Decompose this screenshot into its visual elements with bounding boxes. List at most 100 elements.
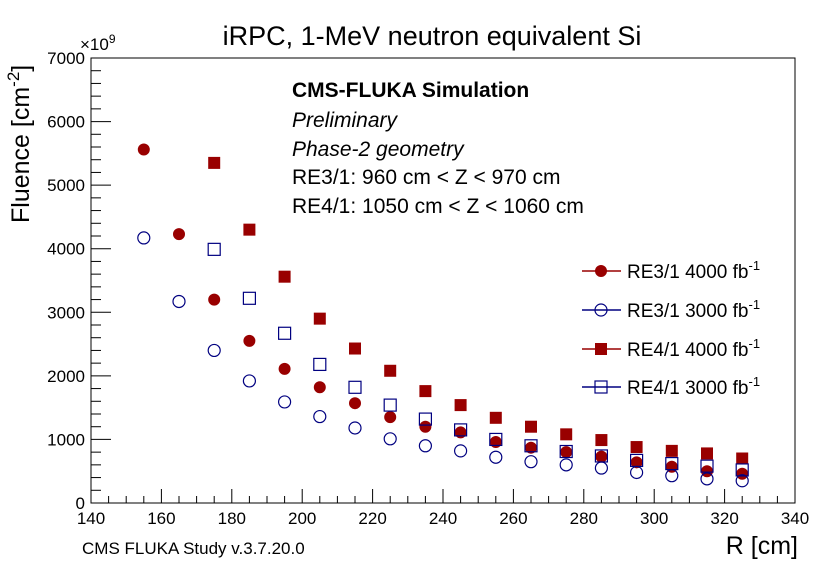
data-point-series-3 bbox=[313, 312, 326, 325]
data-point-series-3 bbox=[454, 399, 467, 412]
data-point-series-3 bbox=[349, 342, 361, 355]
data-point-series-4 bbox=[665, 456, 679, 471]
y-tick-label: 0 bbox=[76, 494, 85, 513]
data-point-series-2 bbox=[348, 421, 362, 435]
data-point-series-2 bbox=[735, 474, 749, 488]
legend-label-text: RE3/1 3000 fb bbox=[627, 301, 748, 322]
legend-label-text: RE3/1 4000 fb bbox=[627, 262, 748, 283]
legend-label: RE4/1 3000 fb-1 bbox=[627, 374, 760, 399]
annotation-prelim: Preliminary bbox=[292, 109, 399, 132]
data-point-series-1 bbox=[208, 293, 221, 306]
data-point-series-1 bbox=[419, 420, 432, 433]
x-tick-label: 160 bbox=[147, 509, 175, 528]
y-tick-label: 3000 bbox=[47, 303, 85, 322]
x-tick-label: 220 bbox=[358, 509, 386, 528]
data-point-series-1 bbox=[701, 465, 713, 478]
y-multiplier: ×109 bbox=[80, 32, 116, 54]
data-point-series-3 bbox=[419, 385, 432, 398]
data-point-series-4 bbox=[454, 423, 468, 437]
annotation-re4: RE4/1: 1050 cm < Z < 1060 cm bbox=[292, 195, 584, 218]
data-point-series-2 bbox=[207, 343, 221, 358]
data-point-series-3 bbox=[595, 434, 608, 447]
data-point-series-4 bbox=[242, 291, 256, 305]
data-point-series-3 bbox=[630, 441, 643, 454]
data-point-series-1 bbox=[560, 446, 573, 459]
data-point-series-4 bbox=[278, 326, 292, 340]
legend-label-sup: -1 bbox=[748, 297, 760, 312]
data-point-series-3 bbox=[560, 428, 573, 441]
x-tick-label: 140 bbox=[77, 509, 105, 528]
data-point-series-4 bbox=[700, 459, 714, 473]
chart-title: iRPC, 1-MeV neutron equivalent Si bbox=[223, 21, 642, 51]
data-point-series-2 bbox=[559, 458, 573, 472]
y-tick-label: 6000 bbox=[47, 113, 85, 132]
data-point-series-3 bbox=[208, 156, 221, 169]
data-point-series-2 bbox=[454, 444, 468, 458]
data-point-series-4 bbox=[559, 444, 573, 459]
data-point-series-3 bbox=[243, 223, 256, 236]
y-axis-label-main: Fluence [cm bbox=[7, 87, 35, 223]
annotation-re3: RE3/1: 960 cm < Z < 970 cm bbox=[292, 166, 560, 189]
data-point-series-2 bbox=[172, 294, 186, 309]
y-axis-label-sup: -2 bbox=[4, 72, 23, 87]
y-tick-label: 1000 bbox=[47, 430, 85, 449]
legend-label: RE4/1 4000 fb-1 bbox=[627, 336, 760, 361]
data-point-series-3 bbox=[384, 364, 397, 377]
legend-label-text: RE4/1 4000 fb bbox=[627, 340, 748, 361]
data-point-series-1 bbox=[384, 411, 397, 424]
data-point-series-2 bbox=[313, 409, 327, 424]
data-point-series-4 bbox=[313, 357, 327, 372]
annotation-sim: CMS-FLUKA Simulation bbox=[292, 79, 529, 102]
data-point-series-2 bbox=[137, 231, 151, 245]
x-axis-label: R [cm] bbox=[726, 532, 798, 560]
legend-label: RE3/1 4000 fb-1 bbox=[627, 258, 760, 283]
y-tick-label: 2000 bbox=[47, 367, 85, 386]
data-point-series-2 bbox=[700, 472, 714, 486]
x-tick-label: 340 bbox=[781, 509, 809, 528]
data-point-series-1 bbox=[313, 381, 326, 394]
y-axis-label: Fluence [cm-2] bbox=[4, 65, 35, 223]
data-point-series-4 bbox=[207, 242, 221, 256]
data-point-series-1 bbox=[243, 334, 256, 347]
data-point-series-2 bbox=[418, 439, 432, 453]
legend-label: RE3/1 3000 fb-1 bbox=[627, 297, 760, 322]
data-point-series-3 bbox=[278, 270, 291, 283]
data-point-series-3 bbox=[489, 411, 502, 424]
data-point-series-3 bbox=[701, 447, 713, 460]
data-point-series-1 bbox=[137, 143, 150, 156]
legend-marker bbox=[594, 303, 608, 317]
x-tick-label: 320 bbox=[710, 509, 738, 528]
y-multiplier-base: ×10 bbox=[80, 35, 109, 54]
data-point-series-2 bbox=[489, 450, 503, 464]
data-point-series-4 bbox=[418, 412, 432, 426]
x-tick-label: 280 bbox=[570, 509, 598, 528]
legend-marker bbox=[595, 343, 607, 355]
data-point-series-4 bbox=[524, 439, 538, 453]
tick-labels: 140 160 180 200 220 240 260 280 300 320 340 0 1000 20… bbox=[47, 49, 809, 528]
data-point-series-1 bbox=[595, 450, 608, 463]
y-axis-label-close: ] bbox=[7, 65, 35, 72]
data-point-series-1 bbox=[349, 397, 361, 410]
legend-label-sup: -1 bbox=[748, 258, 760, 273]
legend-label-sup: -1 bbox=[748, 374, 760, 389]
footer-note: CMS FLUKA Study v.3.7.20.0 bbox=[82, 539, 305, 558]
data-point-series-4 bbox=[594, 449, 609, 463]
legend-marker bbox=[594, 380, 608, 394]
data-point-series-3 bbox=[665, 444, 678, 457]
data-point-series-1 bbox=[736, 467, 749, 480]
x-tick-label: 260 bbox=[499, 509, 527, 528]
data-point-series-4 bbox=[383, 398, 397, 412]
y-tick-label: 7000 bbox=[47, 49, 85, 68]
data-point-series-2 bbox=[594, 461, 609, 475]
x-tick-label: 180 bbox=[218, 509, 246, 528]
x-tick-label: 300 bbox=[640, 509, 668, 528]
data-point-series-2 bbox=[383, 432, 397, 446]
x-tick-label: 240 bbox=[429, 509, 457, 528]
data-point-series-1 bbox=[173, 228, 185, 241]
data-point-series-4 bbox=[489, 432, 503, 447]
data-point-series-3 bbox=[525, 420, 537, 433]
legend-label-sup: -1 bbox=[748, 336, 760, 351]
data-point-series-2 bbox=[524, 455, 538, 469]
y-multiplier-exp: 9 bbox=[109, 32, 116, 46]
